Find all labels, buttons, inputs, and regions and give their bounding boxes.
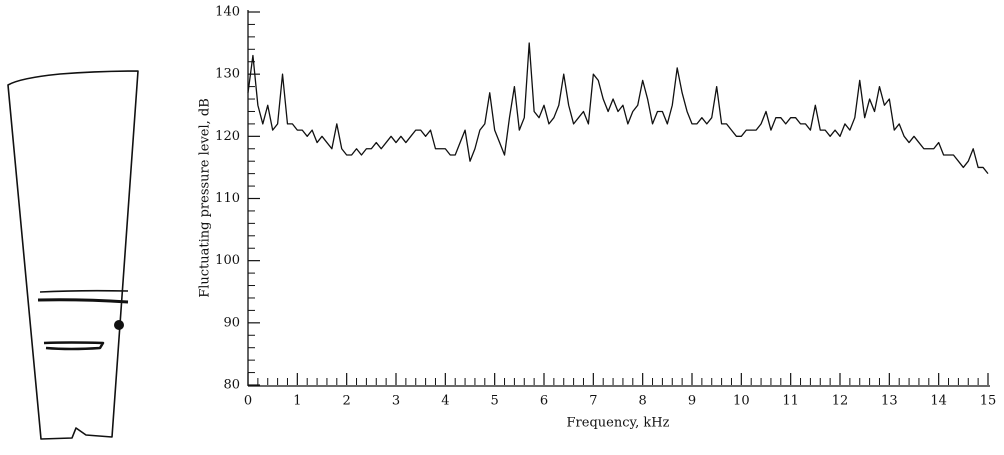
y-axis-label: Fluctuating pressure level, dB [198, 98, 213, 298]
y-tick-label: 80 [223, 378, 240, 393]
x-tick-label: 10 [733, 394, 750, 409]
x-tick-label: 5 [491, 394, 499, 409]
y-tick-label: 130 [215, 67, 240, 82]
x-tick-label: 15 [980, 394, 997, 409]
y-tick-label: 110 [215, 191, 240, 206]
x-tick-label: 14 [930, 394, 947, 409]
y-tick-label: 100 [215, 253, 240, 268]
x-tick-label: 13 [881, 394, 898, 409]
x-tick-label: 1 [293, 394, 301, 409]
y-tick-label: 120 [215, 129, 240, 144]
model-sketch [7, 70, 139, 440]
x-tick-label: 11 [782, 394, 799, 409]
x-tick-label: 9 [688, 394, 696, 409]
x-tick-label: 6 [540, 394, 548, 409]
x-tick-label: 2 [343, 394, 351, 409]
x-tick-label: 0 [244, 394, 252, 409]
x-axis-label: Frequency, kHz [567, 416, 670, 431]
x-tick-label: 12 [832, 394, 849, 409]
y-tick-label: 90 [223, 315, 240, 330]
x-tick-label: 3 [392, 394, 400, 409]
x-tick-label: 8 [639, 394, 647, 409]
x-tick-label: 7 [589, 394, 597, 409]
data-line [247, 42, 989, 175]
y-tick-label: 140 [215, 5, 240, 20]
x-tick-label: 4 [441, 394, 449, 409]
